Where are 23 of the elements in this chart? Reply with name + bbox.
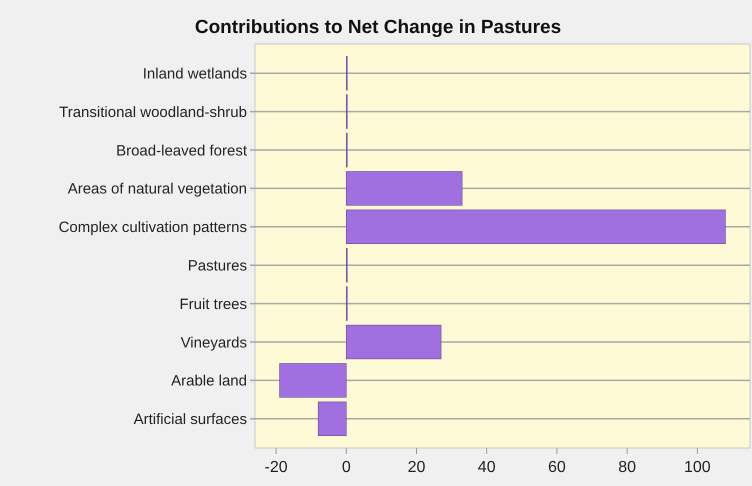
y-tick-label: Inland wetlands [142,65,247,82]
bar [346,324,442,360]
y-tick-label: Fruit trees [179,296,247,313]
x-tick-label: 0 [342,459,351,476]
bar [318,402,347,436]
chart-title: Contributions to Net Change in Pastures [194,17,562,38]
y-tick-label: Areas of natural vegetation [68,180,247,198]
bar [346,171,462,206]
y-tick-label: Vineyards [180,334,247,352]
x-tick-label: 40 [478,459,496,476]
x-tick-label: 80 [618,459,636,476]
y-tick-label: Arable land [171,372,247,390]
x-tick-label: 60 [548,459,566,476]
y-tick-label: Broad-leaved forest [116,142,248,160]
bar [279,363,347,398]
bar [346,210,726,244]
y-tick-label: Artificial surfaces [134,411,247,428]
x-tick-label: 100 [684,459,711,476]
x-tick-label: -20 [264,459,288,476]
y-tick-label: Transitional woodland-shrub [59,104,247,121]
y-tick-label: Pastures [188,257,247,274]
y-tick-label: Complex cultivation patterns [58,219,247,236]
x-tick-label: 20 [408,459,426,476]
